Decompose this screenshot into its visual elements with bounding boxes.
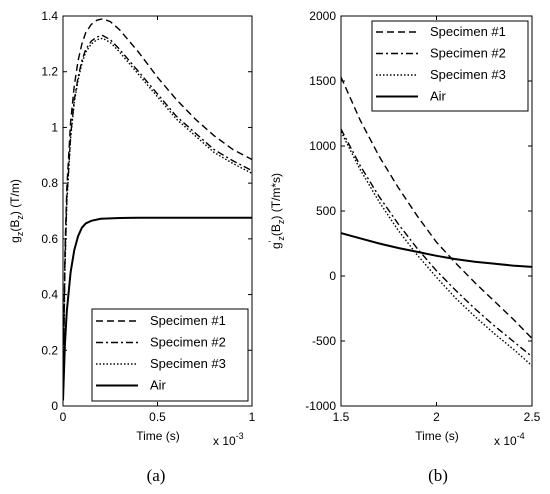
- legend-label: Air: [430, 89, 447, 104]
- series-line-specimen-2: [341, 128, 532, 358]
- x-tick-label: 1.5: [333, 410, 350, 424]
- panel-b-ylabel: g'z(Bz) (T/m*s): [267, 173, 286, 249]
- panel-b-xlabel: Time (s): [415, 429, 459, 443]
- panel-a-legend: Specimen #1 Specimen #2 Specimen #3 Air: [91, 308, 249, 402]
- panel-a-xscale-exp: -3: [236, 431, 244, 441]
- y-tick-label: 2000: [309, 9, 336, 23]
- panel-a-caption: (a): [147, 466, 166, 485]
- legend-label: Air: [150, 378, 167, 393]
- series-line-specimen-3: [341, 131, 532, 367]
- panel-a-ylabel-sub2: z: [15, 215, 25, 220]
- y-tick-label: 1500: [309, 74, 336, 88]
- panel-a-xlabel: Time (s): [136, 429, 180, 443]
- panel-b-ticks: 1.5 2 2.5 -1000 -500 0 500 1000 1500 2000: [305, 9, 540, 424]
- y-tick-label: 1: [51, 120, 58, 134]
- panel-b-ylabel-tail: ) (T/m*s): [269, 173, 283, 220]
- panel-a-ylabel-main: g: [8, 236, 22, 243]
- legend-label: Specimen #3: [430, 67, 506, 82]
- legend-label: Specimen #2: [430, 46, 506, 61]
- panel-b-ylabel-sub2: z: [276, 219, 286, 224]
- panel-b-legend: Specimen #1 Specimen #2 Specimen #3 Air: [371, 20, 529, 112]
- panel-b-ylabel-main: g: [269, 242, 283, 249]
- panel-b-xscale: x 10-4: [494, 431, 525, 448]
- y-tick-label: 0.8: [41, 176, 58, 190]
- y-tick-label: 0.2: [41, 343, 58, 357]
- legend-label: Specimen #1: [430, 24, 506, 39]
- panel-a-ylabel-tail: ) (T/m): [8, 179, 22, 215]
- legend-label: Specimen #1: [150, 313, 226, 328]
- panel-b-lines: [341, 76, 532, 367]
- y-tick-label: -500: [312, 334, 336, 348]
- series-line-specimen-1: [63, 18, 252, 401]
- y-tick-label: 1000: [309, 139, 336, 153]
- panel-b-ylabel-mid: (B: [269, 224, 283, 236]
- y-tick-label: 0.4: [41, 288, 58, 302]
- series-line-specimen-1: [341, 76, 532, 339]
- y-tick-label: 1.4: [41, 9, 58, 23]
- y-tick-label: 500: [316, 204, 336, 218]
- panel-b-xscale-exp: -4: [517, 431, 525, 441]
- x-tick-label: 2: [433, 410, 440, 424]
- panel-a-ylabel: gz(Bz) (T/m): [8, 179, 25, 243]
- series-line-air: [63, 216, 252, 401]
- panel-a-ylabel-sub: z: [15, 231, 25, 236]
- panel-a-xscale: x 10-3: [213, 431, 244, 448]
- x-tick-label: 2.5: [524, 410, 541, 424]
- panel-a-ylabel-mid: (B: [8, 220, 22, 232]
- legend-label: Specimen #2: [150, 335, 226, 350]
- y-tick-label: 0: [329, 269, 336, 283]
- panel-a-lines: [63, 18, 252, 401]
- panel-a: 0 0.5 100.20.40.60.811.21.4 Specimen #1Spe…: [8, 9, 256, 485]
- panel-b-xscale-base: x 10: [494, 434, 517, 448]
- x-tick-label: 0: [60, 410, 67, 424]
- panel-a-xscale-base: x 10: [213, 434, 236, 448]
- y-tick-label: 0.6: [41, 232, 58, 246]
- panel-b-ylabel-sub: z: [276, 236, 286, 241]
- y-tick-label: -1000: [305, 399, 336, 413]
- y-tick-label: 1.2: [41, 65, 58, 79]
- legend-label: Specimen #3: [150, 356, 226, 371]
- x-tick-label: 0.5: [149, 410, 166, 424]
- panel-b-ylabel-prime: ': [267, 240, 277, 242]
- y-tick-label: 0: [51, 399, 58, 413]
- panel-b: 1.5 2 2.5 -1000 -500 0 500 1000 1500 2000 Specime…: [267, 9, 541, 485]
- series-line-air: [341, 232, 532, 268]
- x-tick-label: 1: [249, 410, 256, 424]
- panel-b-caption: (b): [428, 466, 448, 485]
